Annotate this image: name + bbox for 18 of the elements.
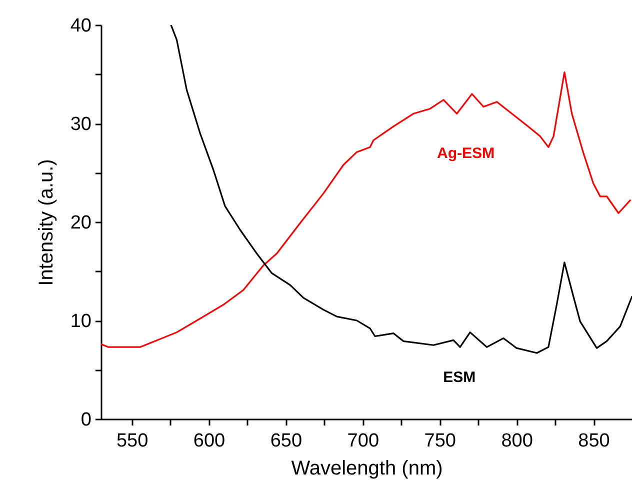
line-series [101,71,631,348]
x-tick-label: 650 [270,430,302,452]
line-series [170,25,632,354]
y-tick-label: 0 [80,410,92,430]
x-tick-label: 800 [501,430,533,452]
series-label: ESM [443,368,476,386]
y-tick-label: 10 [70,311,92,332]
y-tick-label: 30 [70,114,92,135]
x-axis-title: Wavelength (nm) [291,458,443,480]
x-tick-label: 750 [424,430,456,452]
x-tick-label: 550 [116,430,148,452]
y-tick-label: 40 [70,16,92,36]
y-axis-title: Intensity (a.u.) [35,159,58,286]
text: Ag-ESM [437,145,495,162]
y-tick-label: 20 [70,212,92,234]
x-tick-label: 600 [193,430,226,452]
x-tick-label: 850 [578,430,610,452]
x-tick-label: 700 [347,430,380,452]
